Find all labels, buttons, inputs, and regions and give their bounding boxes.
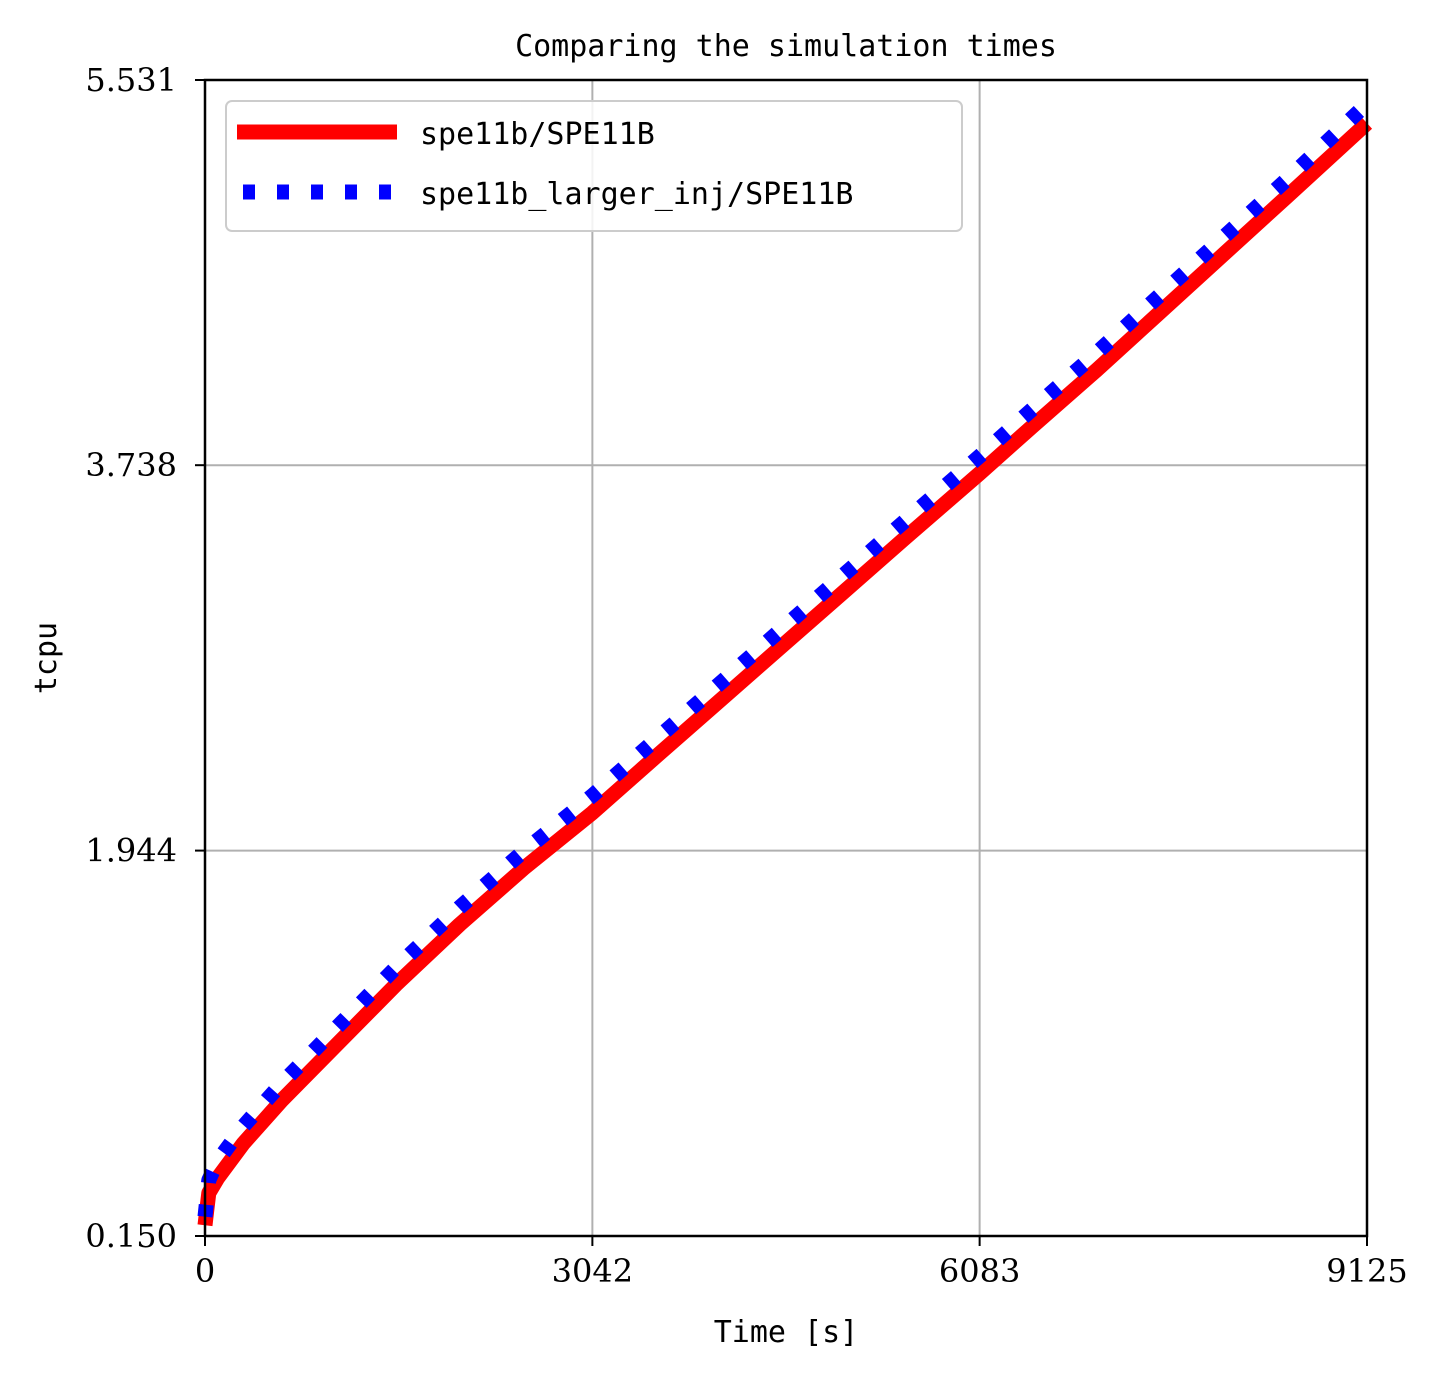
y-axis-label: tcpu (29, 622, 64, 694)
legend-label-spe11b: spe11b/SPE11B (420, 117, 655, 152)
y-tick-label: 0.150 (85, 1217, 177, 1255)
plot-area (197, 98, 1373, 1227)
legend: spe11b/SPE11B spe11b_larger_inj/SPE11B (225, 100, 963, 232)
x-tick-label: 9125 (1326, 1252, 1407, 1290)
grid-lines (205, 80, 1367, 1236)
x-tick-label: 6083 (939, 1252, 1020, 1290)
axis-ticks: 0 3042 6083 9125 0.150 1.944 3.738 5.531 (85, 61, 1407, 1290)
series-line-spe11b-larger-inj-spe11b (197, 98, 1373, 1218)
x-tick-label: 3042 (552, 1252, 633, 1290)
legend-box (225, 100, 963, 232)
y-tick-label: 1.944 (85, 832, 177, 870)
x-tick-label: 0 (195, 1252, 215, 1290)
y-tick-label: 3.738 (85, 446, 177, 484)
y-tick-label: 5.531 (85, 61, 177, 99)
plot-frame (203, 78, 1369, 1238)
x-axis-label: Time [s] (714, 1315, 859, 1350)
chart-title: Comparing the simulation times (515, 29, 1057, 64)
legend-label-spe11b-larger-inj: spe11b_larger_inj/SPE11B (420, 177, 853, 212)
series-line-spe11b-spe11b (197, 117, 1373, 1227)
